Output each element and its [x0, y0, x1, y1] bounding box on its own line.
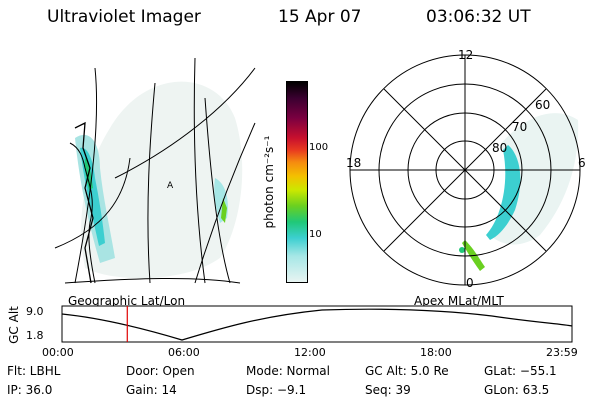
mode-status: Mode: Normal — [246, 364, 330, 378]
app-title: Ultraviolet Imager — [47, 7, 201, 27]
aurora-emission — [75, 81, 243, 279]
timeline-xtick-1200: 12:00 — [294, 346, 326, 359]
geo-grid — [54, 57, 256, 284]
timeline-xtick-0600: 06:00 — [168, 346, 200, 359]
glon-status: GLon: 63.5 — [484, 383, 550, 397]
timeline-plot — [61, 305, 573, 343]
glyph-a: A — [167, 181, 174, 191]
colorbar-tick-10: 10 — [309, 229, 322, 240]
colorbar-tick-100: 100 — [309, 142, 329, 153]
timeline-ytick-bottom: 1.8 — [26, 329, 44, 342]
glat-status: GLat: −55.1 — [484, 364, 557, 378]
timeline-xtick-1800: 18:00 — [420, 346, 452, 359]
colorbar — [286, 81, 308, 283]
mlt-label-0: 0 — [466, 276, 474, 290]
gain-status: Gain: 14 — [126, 383, 177, 397]
polar-plot — [349, 54, 581, 286]
filter-status: Flt: LBHL — [7, 364, 61, 378]
timeline-xtick-0000: 00:00 — [42, 346, 74, 359]
geographic-map: A — [54, 57, 256, 284]
mlt-label-12: 12 — [458, 48, 474, 62]
colorbar-label: photon cm⁻²s⁻¹ — [262, 135, 276, 229]
lat-label-60: 60 — [535, 98, 551, 112]
left-panel-label: Geographic Lat/Lon — [68, 294, 186, 308]
lat-label-80: 80 — [492, 141, 508, 155]
timeline-ytick-top: 9.0 — [26, 305, 44, 318]
lat-label-70: 70 — [512, 120, 528, 134]
date-readout: 15 Apr 07 — [278, 7, 362, 27]
polar-grid — [349, 54, 581, 286]
polar-aurora — [459, 113, 579, 271]
ip-status: IP: 36.0 — [7, 383, 53, 397]
timeline-xtick-2359: 23:59 — [546, 346, 578, 359]
mlt-label-6: 6 — [578, 156, 586, 170]
timeline-y-label: GC Alt — [7, 306, 21, 344]
seq-status: Seq: 39 — [365, 383, 411, 397]
right-panel-label: Apex MLat/MLT — [414, 294, 504, 308]
time-readout: 03:06:32 UT — [426, 7, 531, 27]
mlt-label-18: 18 — [346, 156, 362, 170]
door-status: Door: Open — [126, 364, 195, 378]
dsp-status: Dsp: −9.1 — [246, 383, 307, 397]
gc-alt-status: GC Alt: 5.0 Re — [365, 364, 449, 378]
